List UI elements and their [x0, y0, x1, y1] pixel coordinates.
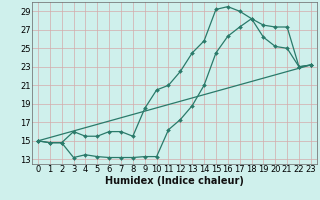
X-axis label: Humidex (Indice chaleur): Humidex (Indice chaleur): [105, 176, 244, 186]
